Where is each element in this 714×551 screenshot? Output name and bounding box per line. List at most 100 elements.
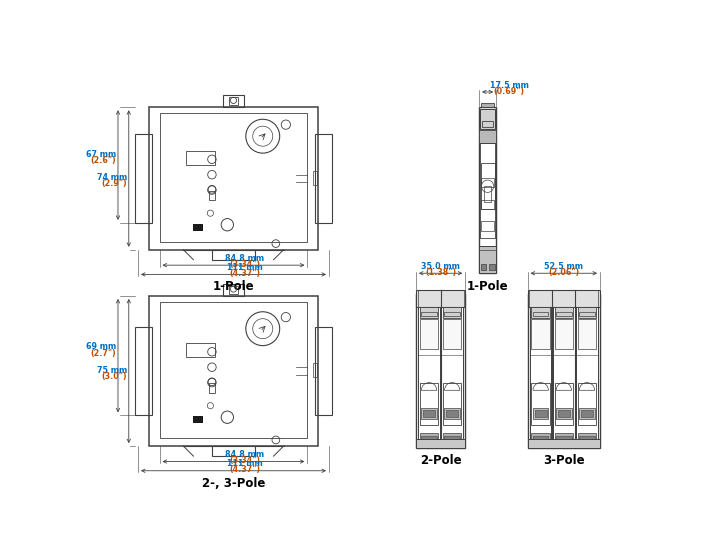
Bar (135, 134, 152, 223)
Bar (555, 382, 573, 425)
Bar (315, 327, 332, 415)
Bar (186, 343, 215, 357)
Text: 69 mm: 69 mm (86, 343, 116, 352)
Text: (0.69"): (0.69") (493, 87, 525, 96)
Text: (3.34"): (3.34") (229, 456, 261, 465)
Bar (223, 284, 244, 296)
Text: 52.5 mm: 52.5 mm (544, 262, 583, 271)
Text: 17.5 mm: 17.5 mm (490, 81, 528, 90)
Text: 111 mm: 111 mm (227, 263, 263, 272)
Bar (528, 290, 600, 307)
Bar (580, 409, 593, 417)
Text: (3.34"): (3.34") (229, 260, 261, 269)
Bar (418, 307, 440, 444)
Bar (556, 312, 571, 316)
Text: 84.8 mm: 84.8 mm (226, 253, 265, 262)
Bar (479, 107, 496, 273)
Bar (446, 409, 458, 417)
Bar (223, 95, 244, 107)
Bar (482, 121, 493, 127)
Bar (533, 436, 548, 441)
Bar (420, 434, 438, 442)
Bar (229, 286, 238, 294)
Bar (480, 109, 496, 129)
Text: 75 mm: 75 mm (97, 365, 127, 375)
Text: (2.7"): (2.7") (91, 349, 116, 358)
Bar (420, 307, 438, 318)
Bar (443, 434, 461, 442)
Bar (530, 307, 551, 444)
Bar (416, 290, 466, 307)
Bar (135, 327, 152, 415)
Bar (578, 382, 596, 425)
Bar (443, 307, 461, 318)
Bar (481, 163, 495, 209)
Text: (3.0"): (3.0") (101, 372, 127, 381)
Bar (420, 382, 438, 425)
Bar (229, 98, 238, 105)
Bar (193, 224, 203, 231)
Bar (481, 222, 494, 230)
Bar (159, 302, 308, 439)
Bar (416, 439, 466, 448)
Text: 35.0 mm: 35.0 mm (421, 262, 460, 271)
Bar (531, 434, 550, 442)
Bar (578, 307, 596, 318)
Text: 111 mm: 111 mm (227, 459, 263, 468)
Bar (528, 294, 600, 448)
Bar (531, 320, 550, 349)
Bar (421, 408, 437, 419)
Bar (416, 294, 466, 448)
Bar (555, 307, 573, 318)
Bar (149, 107, 318, 250)
Bar (578, 434, 596, 442)
Text: 1-Pole: 1-Pole (467, 280, 508, 293)
Bar (421, 312, 437, 316)
Bar (481, 178, 494, 187)
Text: 74 mm: 74 mm (97, 173, 127, 182)
Bar (558, 409, 570, 417)
Bar (479, 246, 496, 273)
Bar (444, 408, 460, 419)
Bar (555, 320, 573, 349)
Bar (531, 307, 550, 318)
Bar (315, 134, 332, 223)
Bar (443, 320, 461, 349)
Bar (579, 436, 595, 441)
Text: 3-Pole: 3-Pole (543, 454, 585, 467)
Bar (444, 436, 460, 441)
Bar (212, 446, 255, 456)
Bar (533, 408, 548, 419)
Bar (481, 102, 494, 107)
Text: 2-, 3-Pole: 2-, 3-Pole (202, 477, 265, 490)
Bar (531, 382, 550, 425)
Bar (553, 307, 575, 444)
Bar (555, 434, 573, 442)
Bar (186, 151, 215, 165)
Bar (159, 114, 308, 242)
Bar (313, 171, 316, 185)
Bar (576, 307, 598, 444)
Text: (2.6"): (2.6") (91, 156, 116, 165)
Bar (579, 312, 595, 316)
Bar (556, 436, 571, 441)
Bar (149, 296, 318, 446)
Bar (208, 191, 215, 200)
Bar (480, 143, 496, 238)
Text: (4.37"): (4.37") (229, 465, 261, 474)
Bar (208, 383, 215, 393)
Bar (212, 250, 255, 260)
Bar (479, 131, 496, 143)
Bar (579, 408, 595, 419)
Bar (444, 312, 460, 316)
Bar (443, 382, 461, 425)
Bar (421, 436, 437, 441)
Text: (1.38"): (1.38") (425, 268, 456, 277)
Bar (313, 363, 316, 377)
Bar (481, 263, 486, 270)
Text: (2.9"): (2.9") (101, 179, 127, 188)
Bar (193, 417, 203, 423)
Bar (489, 263, 495, 270)
Text: (2.06"): (2.06") (548, 268, 580, 277)
Bar (528, 439, 600, 448)
